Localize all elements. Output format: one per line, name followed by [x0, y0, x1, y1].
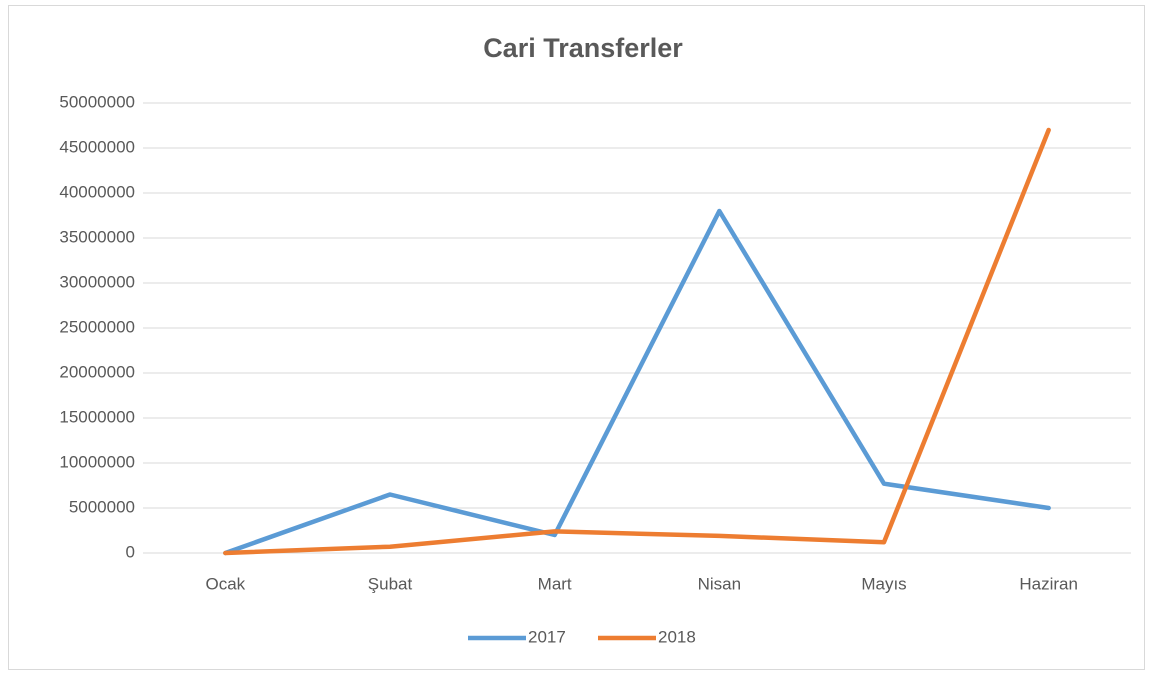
y-tick-label: 20000000: [59, 362, 135, 381]
x-tick-label: Ocak: [205, 574, 245, 593]
y-tick-label: 5000000: [69, 497, 135, 516]
x-tick-label: Mart: [538, 574, 572, 593]
x-tick-label: Nisan: [698, 574, 741, 593]
chart-border: [8, 5, 1145, 670]
x-tick-label: Haziran: [1019, 574, 1078, 593]
series-line: [223, 208, 1051, 556]
legend-label: 2017: [528, 627, 566, 646]
y-tick-label: 45000000: [59, 137, 135, 156]
chart-title: Cari Transferler: [483, 33, 683, 63]
y-tick-label: 50000000: [59, 92, 135, 111]
y-tick-label: 15000000: [59, 407, 135, 426]
legend-label: 2018: [658, 627, 696, 646]
y-tick-label: 35000000: [59, 227, 135, 246]
y-tick-label: 0: [126, 542, 135, 561]
x-tick-label: Mayıs: [861, 574, 906, 593]
y-tick-label: 40000000: [59, 182, 135, 201]
y-tick-label: 25000000: [59, 317, 135, 336]
y-tick-label: 30000000: [59, 272, 135, 291]
series-line: [223, 127, 1051, 556]
y-tick-label: 10000000: [59, 452, 135, 471]
x-tick-label: Şubat: [368, 574, 413, 593]
